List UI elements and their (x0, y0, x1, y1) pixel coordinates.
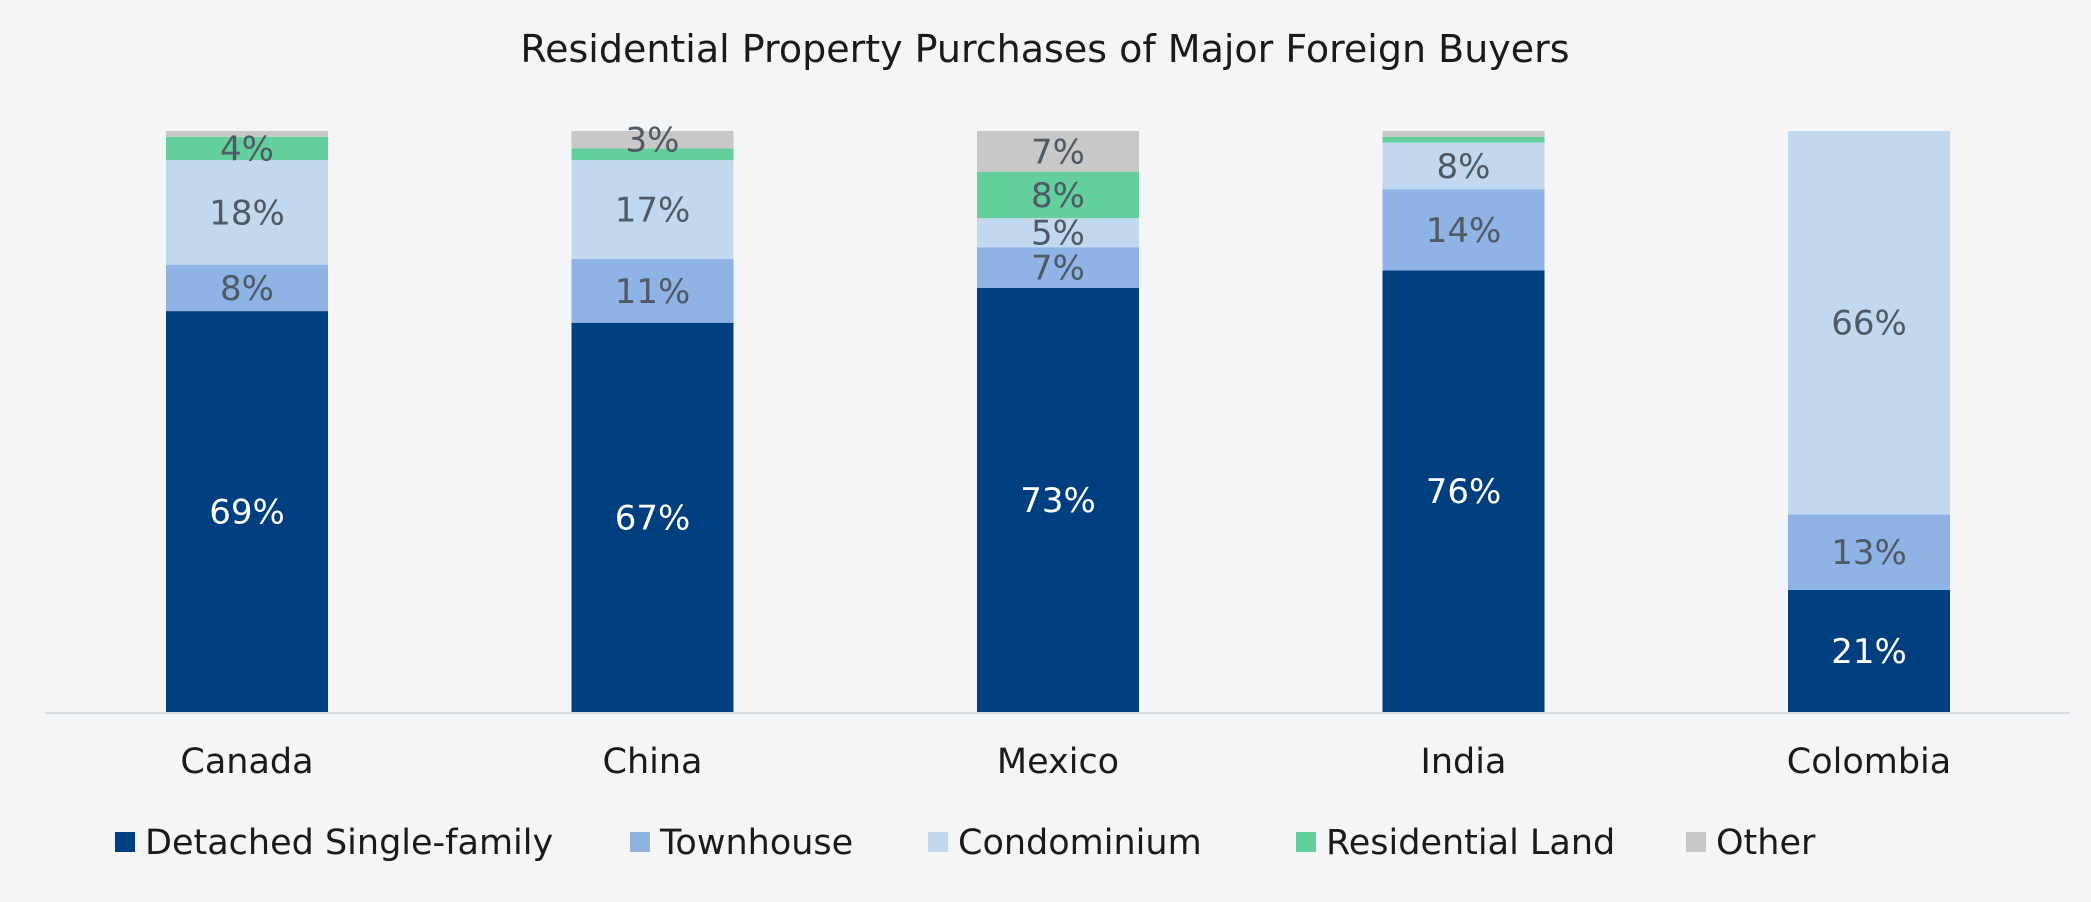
bar-china-residential-land (571, 148, 734, 161)
legend-label-townhouse: Townhouse (659, 823, 853, 863)
data-label-canada-condominium: 18% (209, 193, 285, 233)
bar-china-other (571, 131, 734, 149)
legend: Detached Single-family Townhouse Condomini… (115, 823, 1816, 863)
chart-title: Residential Property Purchases of Major … (520, 27, 1569, 71)
data-label-china-condominium: 17% (615, 190, 691, 230)
data-label-colombia-condominium: 66% (1831, 304, 1907, 344)
x-tick-colombia: Colombia (1787, 742, 1951, 782)
bar-canada-other (166, 131, 328, 137)
data-label-mexico-townhouse: 7% (1031, 249, 1085, 289)
bar-india-detached-single-family (1382, 270, 1545, 712)
x-tick-labels: Canada China Mexico India Colombia (180, 742, 1951, 782)
bar-india-condominium (1382, 142, 1545, 190)
bar-china-condominium (571, 160, 734, 259)
legend-label-residential-land: Residential Land (1326, 823, 1615, 863)
data-label-colombia-townhouse: 13% (1831, 533, 1907, 573)
data-label-canada-residential-land: 4% (220, 129, 274, 169)
bar-colombia-townhouse (1788, 514, 1950, 590)
legend-swatch-residential-land (1296, 832, 1316, 852)
legend-label-other: Other (1716, 823, 1816, 863)
bar-china-detached-single-family (571, 322, 734, 712)
bar-canada-detached-single-family (166, 311, 328, 712)
bar-mexico-residential-land (977, 171, 1139, 219)
x-tick-china: China (603, 742, 703, 782)
data-label-india-townhouse: 14% (1426, 211, 1502, 251)
bar-colombia-detached-single-family (1788, 589, 1950, 712)
bar-india-townhouse (1382, 189, 1545, 271)
data-labels-layer: 69%8%18%4%67%11%17%3%73%7%5%8%7%76%14%8%… (209, 121, 1907, 672)
legend-swatch-condominium (928, 832, 948, 852)
x-tick-canada: Canada (180, 742, 313, 782)
legend-swatch-townhouse (630, 832, 650, 852)
data-label-china-townhouse: 11% (615, 272, 691, 312)
data-label-mexico-other: 7% (1031, 132, 1085, 172)
bar-canada-condominium (166, 160, 328, 265)
bar-canada-townhouse (166, 264, 328, 312)
legend-label-condominium: Condominium (958, 823, 1202, 863)
data-label-canada-detached-single-family: 69% (209, 493, 285, 533)
data-label-india-detached-single-family: 76% (1426, 472, 1502, 512)
data-label-canada-townhouse: 8% (220, 269, 274, 309)
bar-china-townhouse (571, 258, 734, 323)
data-label-mexico-residential-land: 8% (1031, 176, 1085, 216)
data-label-china-detached-single-family: 67% (615, 498, 691, 538)
bar-india-residential-land (1382, 136, 1545, 143)
data-label-mexico-detached-single-family: 73% (1020, 481, 1096, 521)
bar-canada-residential-land (166, 136, 328, 161)
x-tick-india: India (1421, 742, 1507, 782)
bar-colombia-condominium (1788, 131, 1950, 515)
bar-mexico-other (977, 131, 1139, 172)
bar-mexico-condominium (977, 218, 1139, 248)
data-label-china-other: 3% (626, 121, 680, 161)
legend-swatch-detached-single-family (115, 832, 135, 852)
bar-india-other (1382, 131, 1545, 137)
bar-mexico-townhouse (977, 247, 1139, 288)
legend-swatch-other (1686, 832, 1706, 852)
data-label-mexico-condominium: 5% (1031, 214, 1085, 254)
data-label-india-condominium: 8% (1437, 147, 1491, 187)
legend-label-detached-single-family: Detached Single-family (145, 823, 553, 863)
x-tick-mexico: Mexico (997, 742, 1119, 782)
data-label-colombia-detached-single-family: 21% (1831, 632, 1907, 672)
bar-mexico-detached-single-family (977, 287, 1139, 712)
bars-layer (166, 131, 1950, 712)
